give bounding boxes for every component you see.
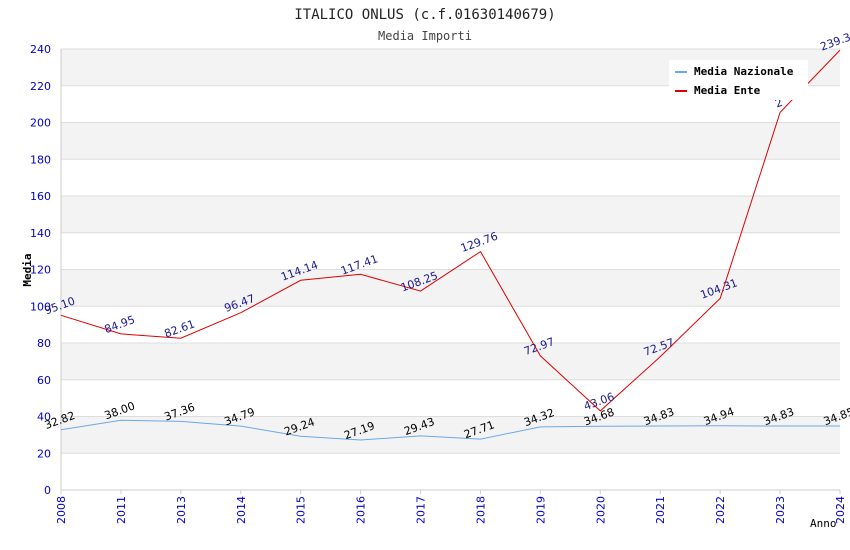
grid-band [61, 343, 840, 380]
grid-band [61, 416, 840, 454]
grid-band [61, 453, 840, 490]
legend-label-ente: Media Ente [694, 84, 761, 97]
x-tick-labels: 2008 2011 2013 2014 2015 2016 2017 2018 2019 2020… [55, 496, 847, 524]
grid-band [61, 379, 840, 417]
y-tick-label: 0 [44, 484, 51, 497]
chart-title: ITALICO ONLUS (c.f.01630140679) [294, 7, 555, 23]
y-tick-label: 80 [37, 337, 51, 350]
y-tick-label: 200 [30, 117, 51, 130]
grid-band [61, 159, 840, 196]
y-tick-label: 220 [30, 80, 51, 93]
x-tick-label: 2015 [295, 496, 308, 524]
x-tick-label: 2011 [115, 496, 128, 524]
y-tick-label: 40 [37, 411, 51, 424]
legend-label-nazionale: Media Nazionale [694, 65, 794, 78]
x-tick-label: 2013 [175, 496, 188, 524]
grid-band [61, 306, 840, 343]
grid-band [61, 196, 840, 233]
x-tick-label: 2022 [714, 496, 727, 524]
y-tick-label: 100 [30, 300, 51, 313]
x-tick-label: 2014 [235, 496, 248, 524]
grid-bands [61, 49, 840, 490]
y-tick-label: 120 [30, 264, 51, 277]
legend-box [669, 60, 808, 100]
x-tick-label: 2016 [355, 496, 368, 524]
x-tick-label: 2023 [774, 496, 787, 524]
grid-band [61, 232, 840, 270]
x-tick-label: 2017 [415, 496, 428, 524]
series-line-ente [60, 49, 841, 412]
x-tick-label: 2020 [594, 496, 607, 524]
legend: Media Nazionale Media Ente [669, 60, 808, 100]
y-tick-label: 180 [30, 153, 51, 166]
y-tick-label: 240 [30, 43, 51, 56]
y-tick-label: 160 [30, 190, 51, 203]
grid-band [61, 269, 840, 307]
series-lines [60, 49, 841, 441]
chart-subtitle: Media Importi [378, 29, 472, 43]
grid-band [61, 122, 840, 160]
series-line-nazionale [60, 419, 840, 441]
data-label: 2 [773, 96, 784, 111]
axes [60, 49, 841, 494]
x-tick-label: 2008 [55, 496, 68, 524]
y-axis-label: Media [21, 253, 34, 286]
y-tick-label: 20 [37, 447, 51, 460]
x-axis-label: Anno [810, 517, 837, 530]
x-tick-label: 2021 [654, 496, 667, 524]
x-tick-label: 2024 [834, 496, 847, 524]
y-tick-label: 60 [37, 374, 51, 387]
y-tick-label: 140 [30, 227, 51, 240]
x-tick-label: 2019 [534, 496, 547, 524]
x-tick-label: 2018 [474, 496, 487, 524]
y-tick-labels: 0 20 40 60 80 100 120 140 160 180 200 220 240 [30, 43, 51, 497]
